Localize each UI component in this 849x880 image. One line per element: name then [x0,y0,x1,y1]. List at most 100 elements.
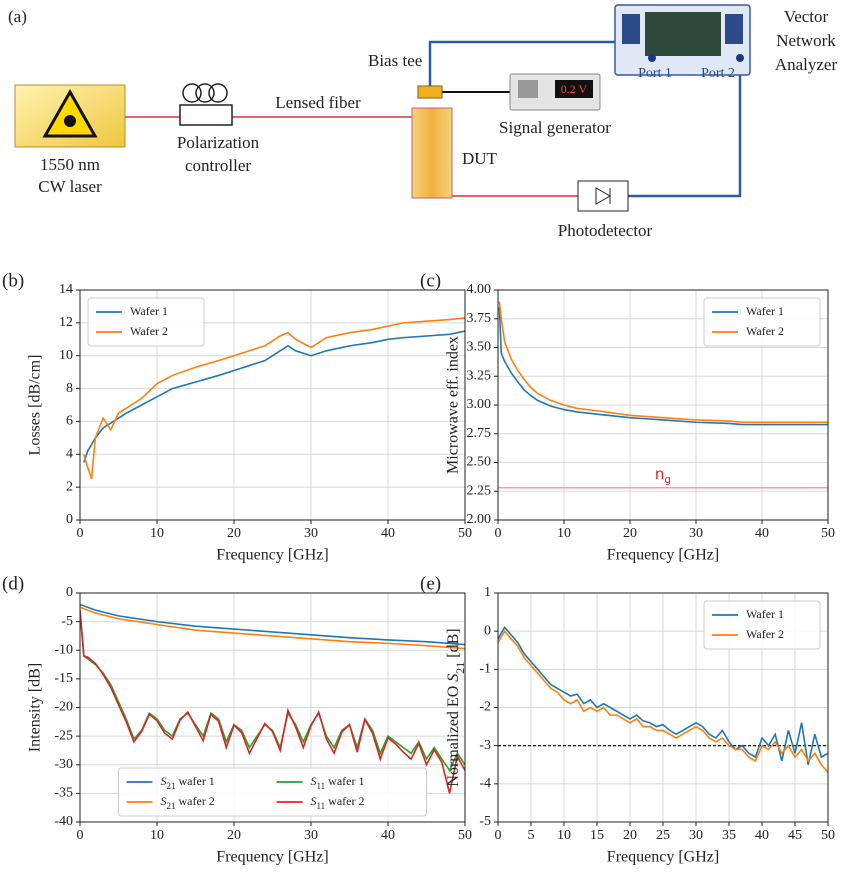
x-tick-label: 0 [495,526,502,541]
y-axis-label: Intensity [dB] [27,663,44,752]
x-tick-label: 10 [557,526,571,541]
sg-display-text: 0.2 V [561,82,588,96]
x-tick-label: 45 [788,828,802,843]
vna-keys [622,14,640,44]
data-line [80,610,465,794]
annotation-sub: g [664,474,671,486]
y-tick-label: -3 [479,738,491,753]
plot-frame [79,289,466,521]
y-axis-label: Losses [dB/cm] [27,355,44,456]
chart: 0 10 20 30 40 502.002.252.502.753.003.253.503… [420,270,835,563]
x-tick-label: 25 [656,828,670,843]
y-tick-label: 4 [66,447,73,462]
y-tick-label: -40 [54,814,73,829]
data-line [498,629,828,773]
y-tick-label: 2 [66,479,73,494]
y-tick-label: 3.75 [467,311,492,326]
x-tick-label: 40 [381,828,395,843]
pc-label: Polarization [177,133,260,152]
x-tick-label: 30 [689,828,703,843]
y-tick-label: -15 [54,671,73,686]
x-tick-label: 0 [77,526,84,541]
y-tick-label: -30 [54,757,73,772]
y-tick-label: 3.50 [467,340,492,355]
y-tick-label: -4 [479,776,491,791]
laser-label: CW laser [38,177,102,196]
port [648,54,656,62]
data-line [80,603,465,646]
y-tick-label: -10 [54,642,73,657]
x-tick-label: 10 [150,828,164,843]
x-tick-label: 20 [227,828,241,843]
legend-label: Wafer 1 [130,304,168,318]
x-tick-label: 10 [150,526,164,541]
photodetector [577,180,629,212]
x-tick-label: 20 [623,828,637,843]
vna-keys [725,14,743,44]
pc-loop [195,83,215,103]
x-tick-label: 10 [557,828,571,843]
y-tick-label: 2.75 [467,426,492,441]
x-tick-label: 30 [304,526,318,541]
vna-screen [645,12,721,56]
y-tick-label: 0 [484,623,491,638]
x-axis-label: Frequency [GHz] [607,849,719,866]
y-tick-label: 2.25 [467,483,492,498]
y-axis-label: Microwave eff. index [445,336,462,474]
y-tick-label: 3.25 [467,368,492,383]
x-tick-label: 50 [458,828,472,843]
port-label: Port 1 [638,66,672,81]
y-tick-label: 6 [66,414,73,429]
x-tick-label: 40 [755,828,769,843]
x-tick-label: 15 [590,828,604,843]
legend-label: Wafer 1 [746,304,784,318]
chart: 0 10 20 30 40 50 -40 -35 -30 -25 -20 -15 -10 -5 0 Frequ… [2,573,472,865]
chart: 0 10 20 30 40 50 0 2 4 6 8 10 12 14 Frequency [GHz] Los… [2,270,472,563]
legend-box [87,297,205,347]
x-tick-label: 30 [304,828,318,843]
x-axis-label: Frequency [GHz] [216,547,328,564]
laser-icon [42,88,98,138]
x-tick-label: 20 [227,526,241,541]
x-tick-label: 40 [755,526,769,541]
y-tick-label: -35 [54,786,73,801]
legend-label: S11 wafer 1 [311,774,365,791]
plot-frame [497,592,829,823]
sg-label: Signal generator [499,118,611,137]
data-line [80,606,465,650]
vna-label: Analyzer [775,55,838,74]
x-tick-label: 0 [495,828,502,843]
panel-label: (e) [420,573,441,594]
legend-label: S11 wafer 2 [311,794,365,811]
annotation-main: n [655,465,665,483]
legend-label: Wafer 2 [746,627,784,641]
y-tick-label: -5 [61,614,73,629]
laser-icon [64,115,76,127]
x-tick-label: 50 [821,828,835,843]
bias-tee [417,85,443,99]
vna-label: Network [776,31,836,50]
pd-label: Photodetector [558,221,653,240]
legend-label: Wafer 2 [746,324,784,338]
sg-keys [518,80,538,98]
panel-label: (a) [8,7,27,26]
chart: 0 5 10 15 20 25 30 35 40 45 50 -5 -4 -3 -2 -1 0 1 Frequenc… [420,573,835,865]
x-tick-label: 50 [821,526,835,541]
pd-icon [595,187,612,205]
x-tick-label: 50 [458,526,472,541]
x-tick-label: 40 [381,526,395,541]
x-axis-label: Frequency [GHz] [607,547,719,564]
rf-cable [628,58,742,198]
legend-label: S21 wafer 1 [161,774,215,791]
x-tick-label: 0 [77,828,84,843]
x-axis-label: Frequency [GHz] [216,849,328,866]
y-tick-label: -20 [54,700,73,715]
panel-label: (d) [2,573,24,594]
setup-diagram: (a) 1550 nm CW laser Polarization contro… [8,4,838,240]
y-tick-label: -2 [479,700,491,715]
pc-label: controller [185,156,251,175]
y-axis-label: Normalized EO S21 [dB] [445,628,467,786]
x-tick-label: 5 [528,828,535,843]
x-tick-label: 35 [722,828,736,843]
